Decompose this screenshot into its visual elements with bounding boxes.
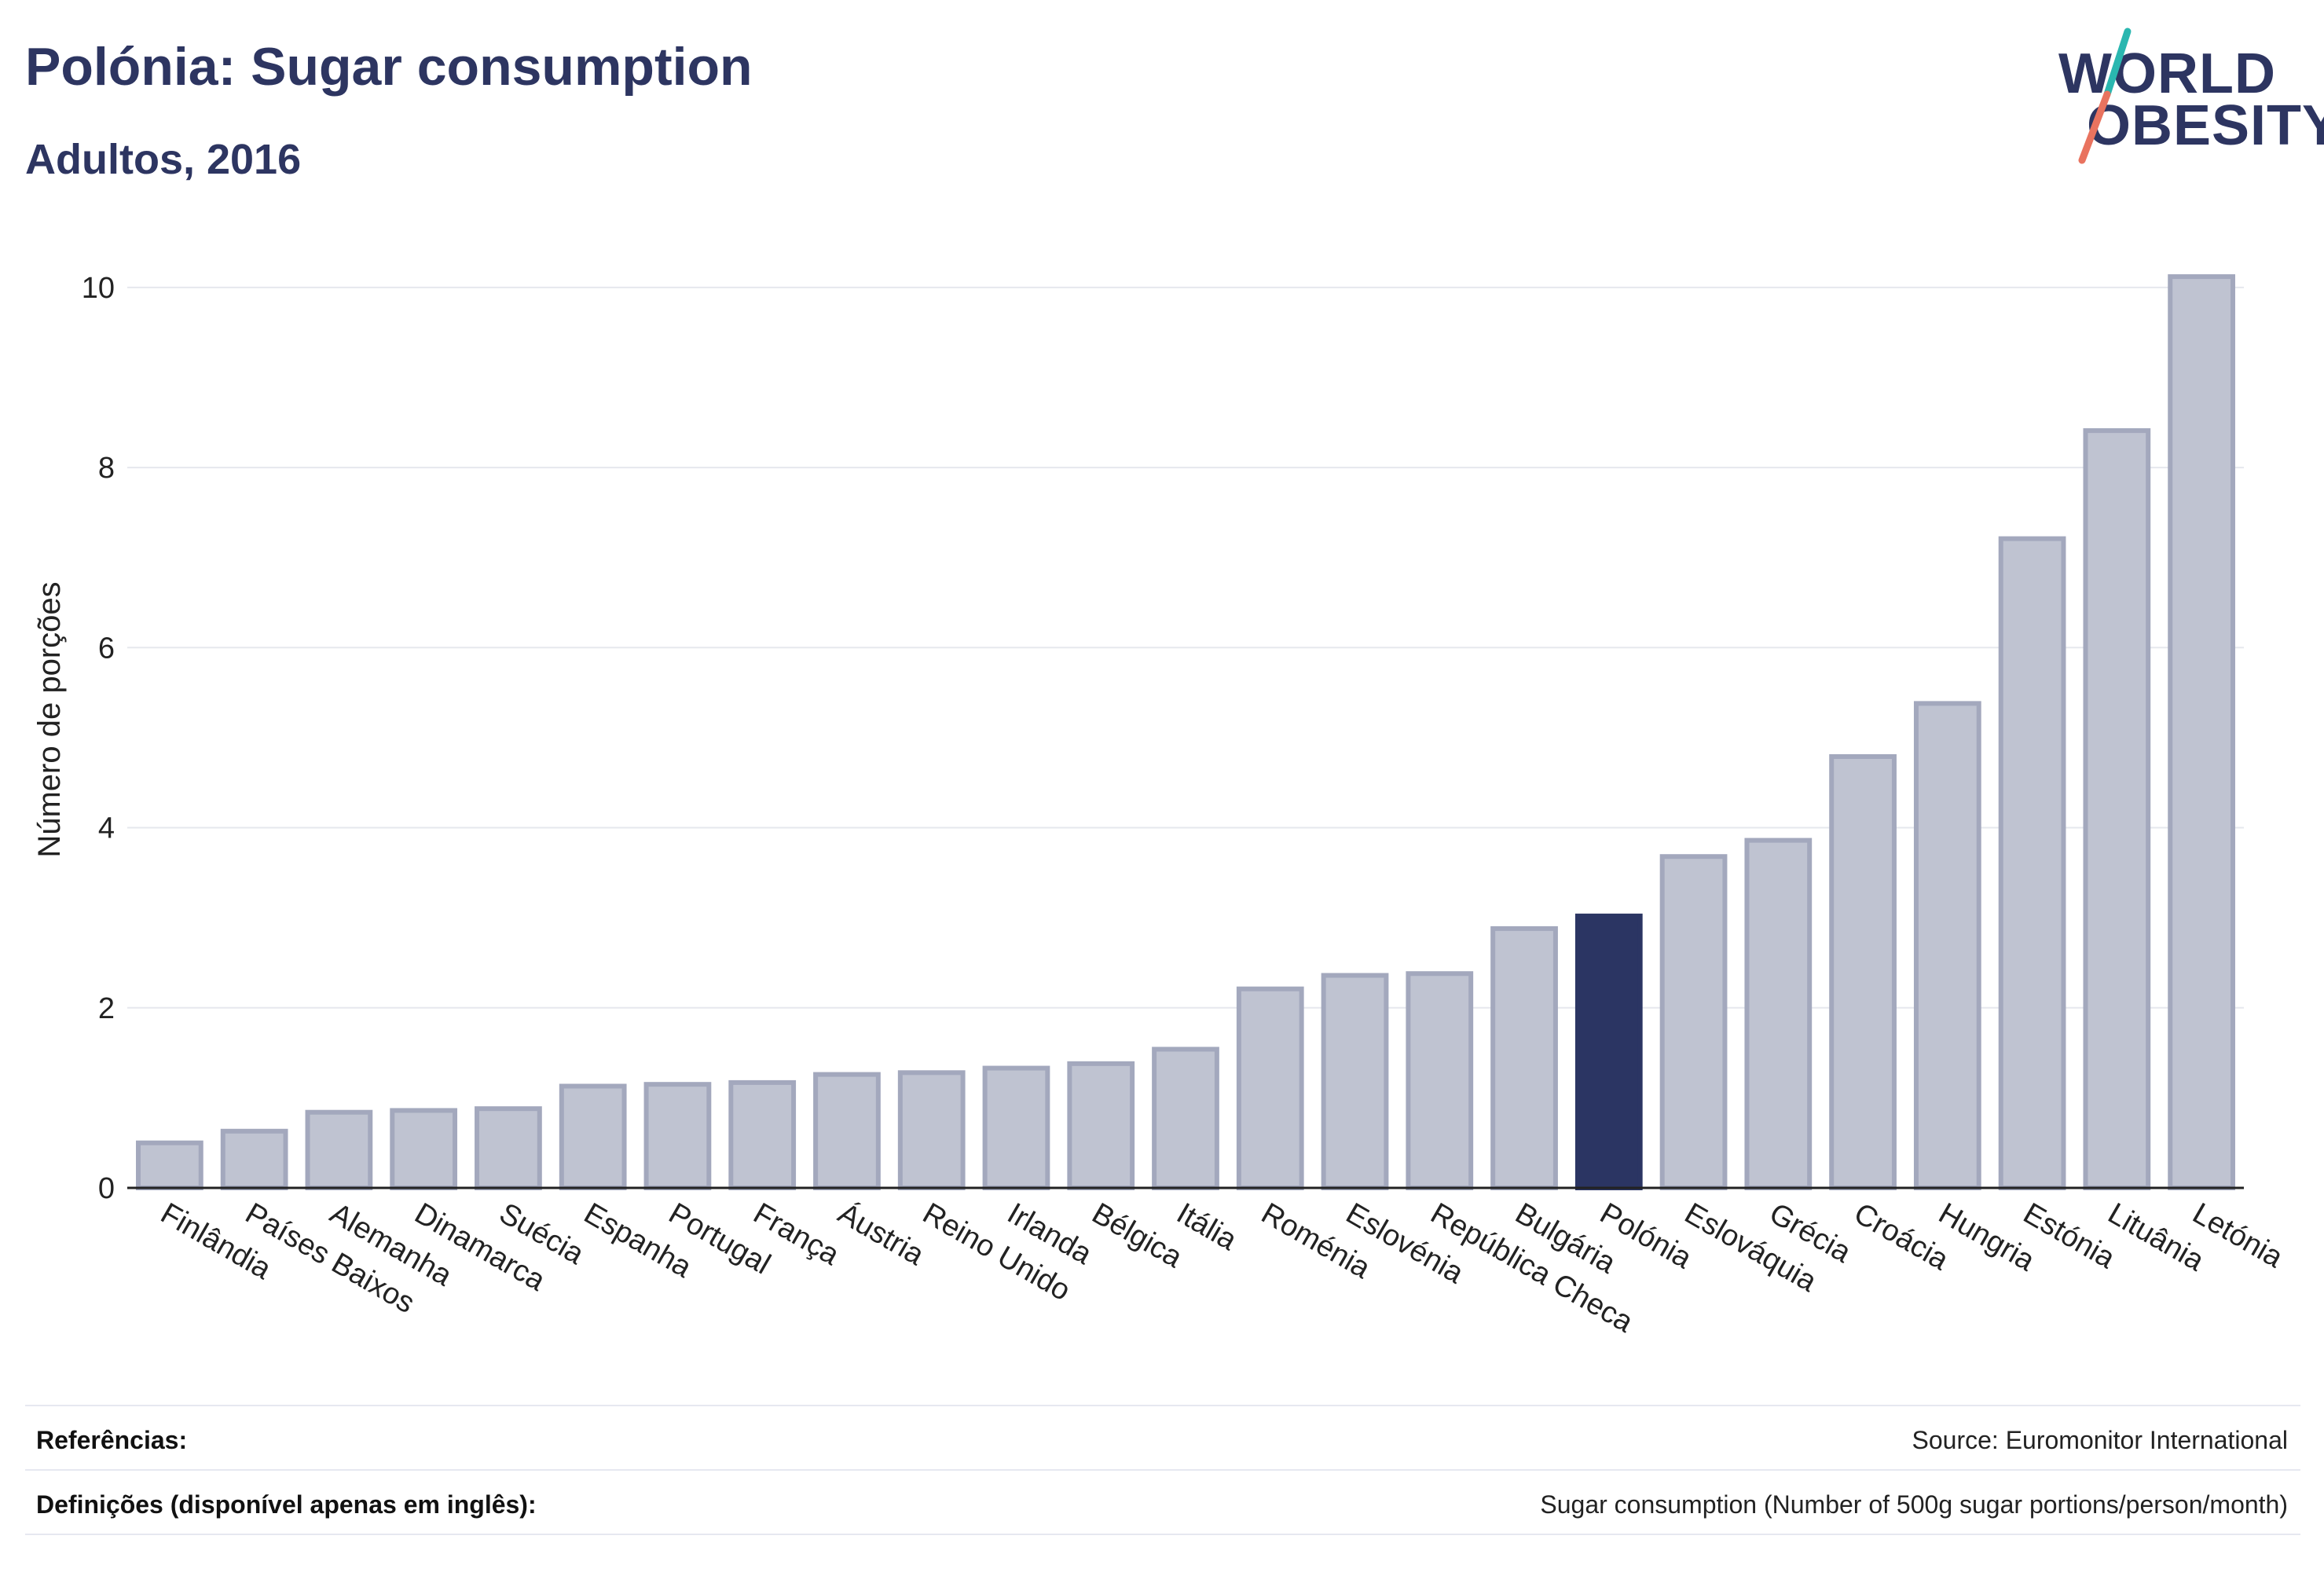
bar-alemanha xyxy=(305,1109,373,1190)
x-tick-label: Estónia xyxy=(2018,1197,2121,1275)
bar-hungria xyxy=(1913,701,1981,1190)
bar-grécia xyxy=(1744,837,1813,1190)
footer-divider-top xyxy=(25,1405,2300,1406)
y-tick-label: 8 xyxy=(98,452,115,485)
logo-text-world: WORLD xyxy=(2058,42,2276,105)
definitions-value: Sugar consumption (Number of 500g sugar … xyxy=(1540,1490,2288,1519)
y-tick-label: 0 xyxy=(98,1172,115,1205)
bar-letónia xyxy=(2168,274,2235,1191)
y-tick-label: 2 xyxy=(98,992,115,1025)
x-tick-label: Hungria xyxy=(1933,1197,2040,1277)
bar-república-checa xyxy=(1406,971,1474,1190)
y-tick-label: 4 xyxy=(98,812,115,845)
y-tick-label: 6 xyxy=(98,632,115,665)
definitions-row: Definições (disponível apenas em inglês)… xyxy=(25,1490,2300,1525)
footer-divider-bottom xyxy=(25,1534,2300,1535)
bar-irlanda xyxy=(982,1065,1050,1190)
references-row: Referências: Source: Euromonitor Interna… xyxy=(25,1426,2300,1461)
bar-eslovénia xyxy=(1321,973,1389,1190)
logo-slash-icon xyxy=(2078,27,2132,164)
x-tick-label: Áustria xyxy=(832,1197,930,1273)
definitions-label: Definições (disponível apenas em inglês)… xyxy=(36,1490,537,1519)
y-tick-label: 10 xyxy=(82,272,115,305)
footer-divider-middle xyxy=(25,1469,2300,1471)
bar-croácia xyxy=(1829,753,1897,1190)
bar-espanha xyxy=(559,1083,627,1190)
x-tick-label: Letónia xyxy=(2187,1197,2289,1274)
bar-áustria xyxy=(813,1072,881,1190)
x-tick-label: Croácia xyxy=(1849,1197,1955,1277)
page-subtitle: Adultos, 2016 xyxy=(25,136,302,183)
logo-text-obesity: OBESITY xyxy=(2087,94,2324,157)
bar-lituânia xyxy=(2083,428,2151,1190)
bar-eslováquia xyxy=(1659,854,1728,1190)
bar-roménia xyxy=(1236,986,1304,1190)
y-axis-title: Número de porções xyxy=(32,581,67,857)
page-title: Polónia: Sugar consumption xyxy=(25,37,753,97)
references-value: Source: Euromonitor International xyxy=(1912,1426,2288,1454)
bar-dinamarca xyxy=(390,1108,458,1191)
bar-bulgária xyxy=(1490,925,1558,1191)
bar-estónia xyxy=(1998,536,2066,1190)
bar-finlândia xyxy=(136,1140,203,1190)
bar-bélgica xyxy=(1067,1061,1135,1191)
bars xyxy=(136,274,2235,1191)
y-axis-ticks: 0 2 4 6 8 10 xyxy=(82,272,115,1205)
world-obesity-logo: WORLD OBESITY xyxy=(2043,22,2324,171)
x-tick-label: Lituânia xyxy=(2102,1197,2210,1277)
x-tick-label: Bélgica xyxy=(1087,1197,1189,1274)
bar-portugal xyxy=(643,1082,712,1190)
bar-itália xyxy=(1152,1046,1219,1190)
bar-polónia xyxy=(1574,913,1643,1191)
bar-frança xyxy=(728,1079,797,1191)
bar-países-baixos xyxy=(220,1128,288,1191)
references-label: Referências: xyxy=(36,1426,188,1454)
bar-reino-unido xyxy=(897,1070,966,1191)
bar-suécia xyxy=(475,1106,542,1190)
